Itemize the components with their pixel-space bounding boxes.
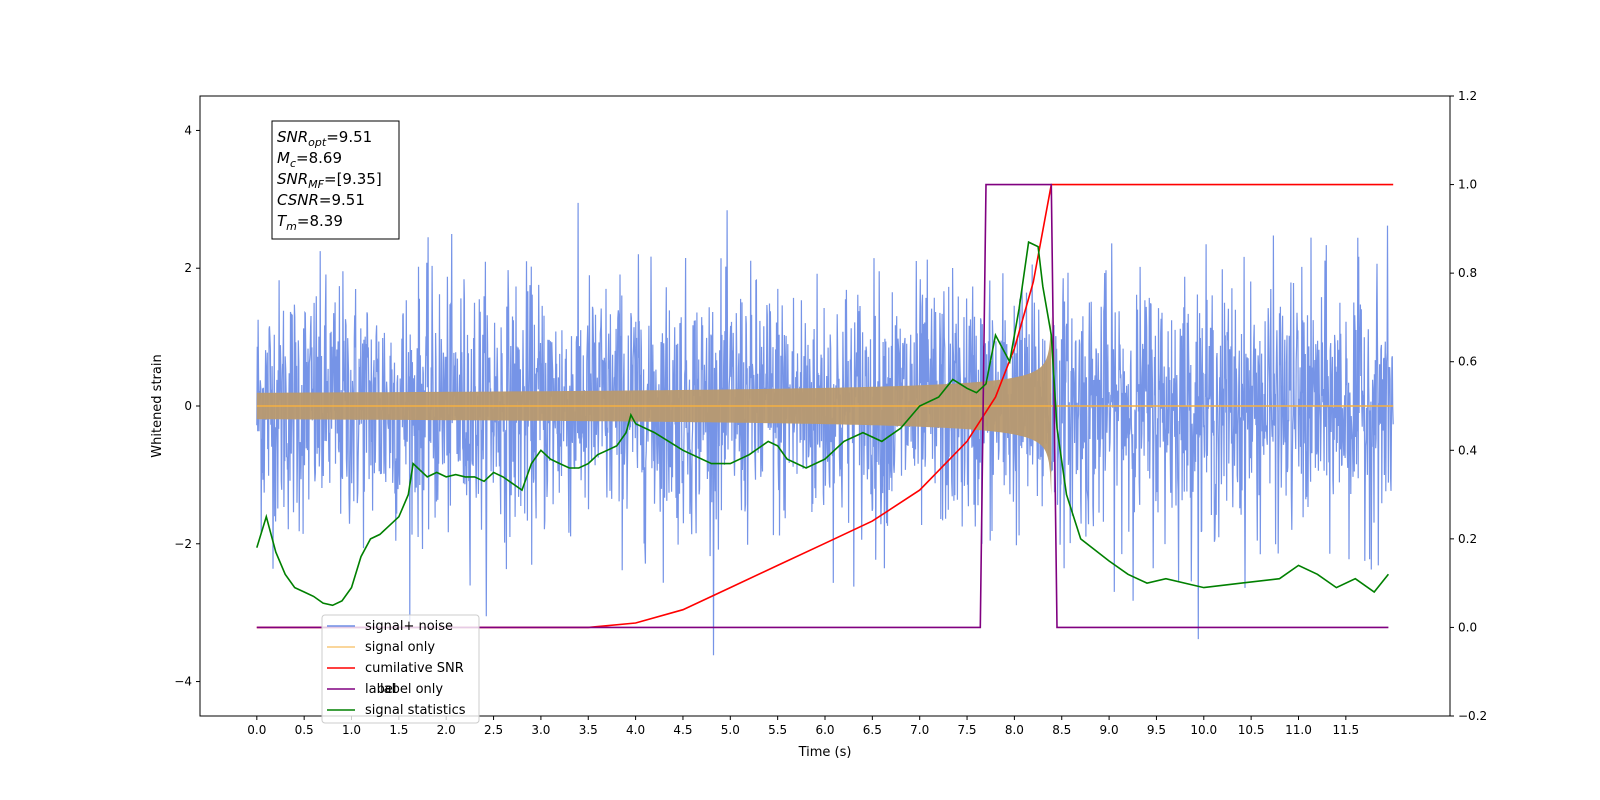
annotation-subscript: opt — [308, 136, 327, 149]
legend-label: signal+ noise — [365, 619, 453, 634]
annotation-symbol: SNR — [277, 128, 308, 146]
x-tick-label: 10.0 — [1190, 723, 1217, 737]
annotation-subscript: c — [290, 157, 296, 170]
x-tick-label: 9.5 — [1147, 723, 1166, 737]
x-tick-label: 8.0 — [1005, 723, 1024, 737]
y2-tick-label: −0.2 — [1458, 709, 1487, 723]
y-tick-label: −2 — [174, 537, 192, 551]
x-tick-label: 7.5 — [957, 723, 976, 737]
x-tick-label: 5.5 — [768, 723, 787, 737]
legend-label: label only — [380, 682, 443, 697]
x-tick-label: 9.0 — [1100, 723, 1119, 737]
x-tick-label: 5.0 — [721, 723, 740, 737]
annotation-value: =9.51 — [326, 128, 372, 146]
y-tick-label: 2 — [184, 261, 192, 275]
series-signal-noise — [256, 202, 1394, 656]
snr-annotation-box: SNRopt=9.51Mc=8.69SNRMF=[9.35]CSNR=9.51T… — [271, 120, 400, 240]
x-tick-label: 7.0 — [910, 723, 929, 737]
x-axis-label: Time (s) — [798, 745, 852, 760]
x-tick-label: 10.5 — [1238, 723, 1265, 737]
y2-tick-label: 1.2 — [1458, 89, 1477, 103]
annotation-line: CSNR=9.51 — [277, 191, 365, 209]
annotation-subscript: MF — [308, 178, 324, 191]
y2-tick-label: 0.8 — [1458, 266, 1477, 280]
annotation-value: =8.69 — [296, 149, 342, 167]
annotation-line: Tm=8.39 — [277, 212, 343, 233]
annotation-value: =8.39 — [297, 212, 343, 230]
series-label — [256, 183, 1389, 629]
series-signal-statistics — [256, 240, 1390, 607]
x-tick-label: 4.5 — [673, 723, 692, 737]
annotation-subscript: m — [286, 220, 297, 233]
y-axis-label: Whitened strain — [150, 354, 165, 457]
annotation-value: =9.51 — [319, 191, 365, 209]
y-axis-right: −0.2 0.0 0.2 0.4 0.6 0.8 1.0 1.2 — [1450, 89, 1487, 723]
legend-label: signal only — [365, 640, 435, 655]
annotation-value: =[9.35] — [324, 170, 382, 188]
x-tick-label: 6.5 — [863, 723, 882, 737]
x-tick-label: 11.0 — [1285, 723, 1312, 737]
x-tick-label: 2.5 — [484, 723, 503, 737]
x-axis: 0.0 0.5 1.0 1.5 2.0 2.5 3.0 3.5 4.0 4.5 5.0 5.5 6.0 6… — [247, 716, 1359, 737]
y2-tick-label: 0.2 — [1458, 532, 1477, 546]
annotation-symbol: CSNR — [277, 191, 319, 209]
x-tick-label: 6.0 — [815, 723, 834, 737]
legend-label: signal statistics — [365, 703, 466, 718]
annotation-symbol: M — [277, 149, 290, 167]
annotation-line: SNRMF=[9.35] — [277, 170, 382, 191]
x-tick-label: 4.0 — [626, 723, 645, 737]
annotation-symbol: T — [277, 212, 288, 230]
y2-tick-label: 0.6 — [1458, 355, 1477, 369]
annotation-line: Mc=8.69 — [277, 149, 342, 170]
y-tick-label: 4 — [184, 123, 192, 137]
x-tick-label: 0.5 — [295, 723, 314, 737]
x-tick-label: 2.0 — [437, 723, 456, 737]
legend-frame — [321, 614, 480, 724]
y2-tick-label: 0.4 — [1458, 443, 1477, 457]
legend: signal+ noise signal only cumilative SNR la… — [321, 614, 480, 724]
legend-label: cumilative SNR — [365, 661, 464, 676]
x-tick-label: 3.5 — [579, 723, 598, 737]
x-tick-label: 8.5 — [1052, 723, 1071, 737]
y2-tick-label: 0.0 — [1458, 620, 1477, 634]
y-tick-label: 0 — [184, 399, 192, 413]
x-tick-label: 1.0 — [342, 723, 361, 737]
annotation-line: SNRopt=9.51 — [277, 128, 372, 149]
x-tick-label: 1.5 — [389, 723, 408, 737]
y-axis-left: −4 −2 0 2 4 — [174, 123, 200, 689]
y2-tick-label: 1.0 — [1458, 178, 1477, 192]
plot-area — [256, 183, 1394, 656]
x-tick-label: 3.0 — [531, 723, 550, 737]
legend-label: label — [365, 682, 396, 697]
x-tick-label: 0.0 — [247, 723, 266, 737]
x-tick-label: 11.5 — [1332, 723, 1359, 737]
series-cumulative-snr — [256, 183, 1394, 629]
y-tick-label: −4 — [174, 675, 192, 689]
annotation-frame — [271, 120, 400, 240]
annotation-symbol: SNR — [277, 170, 308, 188]
